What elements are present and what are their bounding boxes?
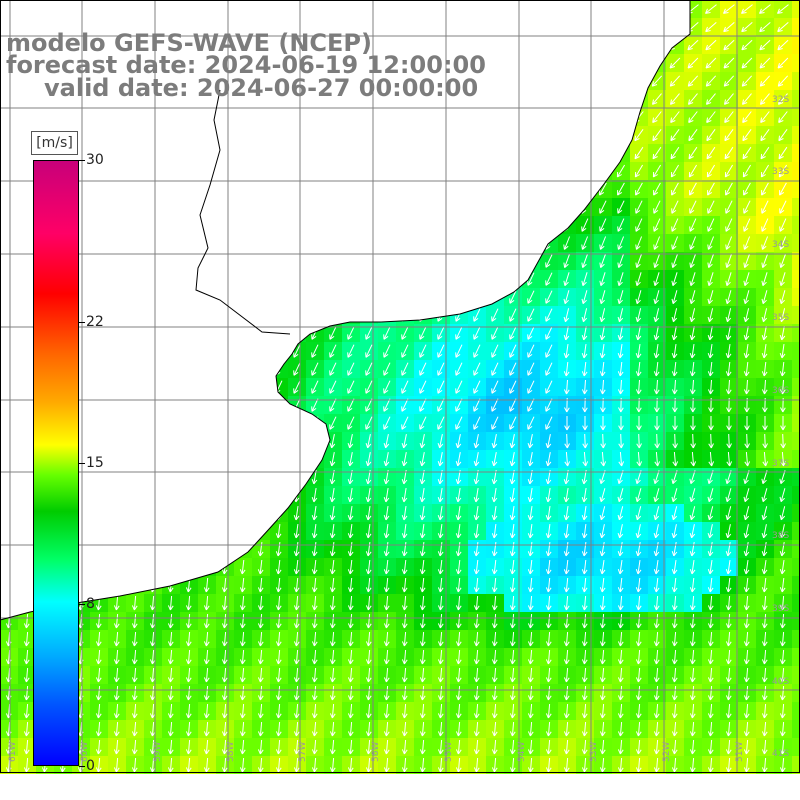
longitude-label: 52W	[662, 742, 672, 762]
latitude-label: 36S	[772, 386, 789, 396]
country-border	[195, 89, 291, 335]
latitude-label: 41S	[772, 749, 789, 759]
colorbar-tick	[79, 322, 85, 323]
colorbar-label: 22	[86, 314, 104, 330]
longitude-label: 56W	[371, 742, 381, 762]
land-mass	[0, 0, 690, 620]
latitude-label: 40S	[772, 677, 789, 687]
colorbar-tick	[79, 604, 85, 605]
longitude-label: 60W	[80, 742, 90, 762]
longitude-label: 54W	[517, 742, 527, 762]
colorbar-label: 15	[86, 455, 104, 471]
valid-date: valid date: 2024-06-27 00:00:00	[44, 74, 479, 102]
model-title: modelo GEFS-WAVE (NCEP)	[6, 29, 372, 57]
colorbar-tick	[79, 160, 85, 161]
longitude-labels: 61W 60W 59W 58W 57W 56W 55W 54W 53W 52W 51W	[8, 742, 745, 762]
colorbar	[33, 160, 79, 766]
longitude-label: 55W	[444, 742, 454, 762]
longitude-label: 51W	[735, 742, 745, 762]
forecast-date: forecast date: 2024-06-19 12:00:00	[6, 51, 486, 79]
latitude-labels: 32S 33S 34S 35S 36S 37S 38S 39S 40S 41S	[772, 95, 789, 759]
longitude-label: 53W	[589, 742, 599, 762]
longitude-label: 57W	[298, 742, 308, 762]
longitude-label: 59W	[153, 742, 163, 762]
latitude-label: 37S	[772, 459, 789, 469]
latitude-label: 33S	[772, 167, 789, 177]
colorbar-label: 0	[86, 758, 95, 774]
latitude-label: 34S	[772, 240, 789, 250]
colorbar-tick	[79, 766, 85, 767]
colorbar-tick	[79, 463, 85, 464]
longitude-label: 58W	[226, 742, 236, 762]
latitude-label: 32S	[772, 95, 789, 105]
lat-lon-grid	[0, 0, 800, 772]
latitude-label: 38S	[772, 531, 789, 541]
colorbar-label: 30	[86, 152, 104, 168]
colorbar-unit: [m/s]	[31, 131, 78, 155]
latitude-label: 35S	[772, 313, 789, 323]
latitude-label: 39S	[772, 604, 789, 614]
colorbar-label: 8	[86, 596, 95, 612]
coastline	[0, 0, 691, 621]
longitude-label: 61W	[8, 742, 18, 762]
